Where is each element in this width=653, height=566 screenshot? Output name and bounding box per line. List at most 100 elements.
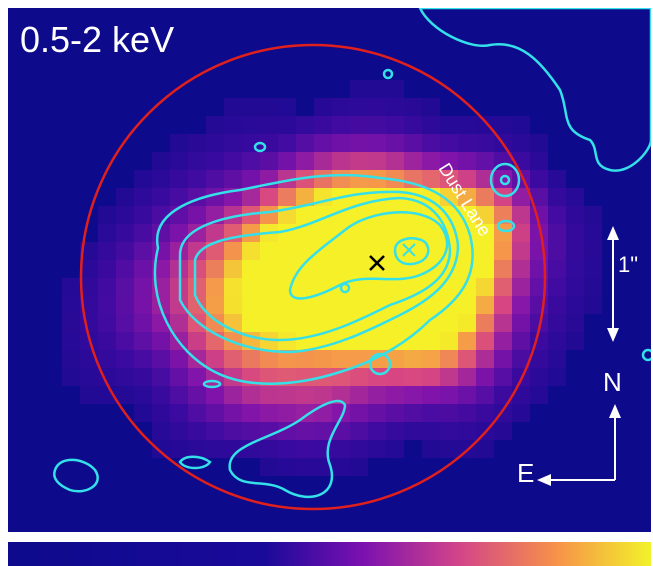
pixel — [296, 134, 314, 152]
pixel — [350, 458, 368, 476]
pixel — [386, 440, 404, 458]
pixel — [188, 404, 206, 422]
pixel — [422, 332, 440, 350]
pixel — [152, 332, 170, 350]
pixel — [332, 350, 350, 368]
pixel — [548, 296, 566, 314]
pixel — [368, 98, 386, 116]
pixel — [584, 224, 602, 242]
pixel — [134, 278, 152, 296]
pixel — [494, 296, 512, 314]
pixel — [98, 332, 116, 350]
pixel — [170, 422, 188, 440]
pixel — [152, 404, 170, 422]
pixel — [548, 206, 566, 224]
pixel — [296, 440, 314, 458]
pixel — [350, 260, 368, 278]
pixel — [206, 116, 224, 134]
pixel — [386, 134, 404, 152]
pixel — [242, 152, 260, 170]
pixel — [242, 386, 260, 404]
pixel — [350, 224, 368, 242]
pixel — [386, 98, 404, 116]
separator — [8, 536, 651, 539]
pixel — [98, 296, 116, 314]
pixel — [260, 188, 278, 206]
pixel — [170, 170, 188, 188]
pixel — [386, 386, 404, 404]
pixel — [422, 350, 440, 368]
pixel — [440, 422, 458, 440]
pixel — [224, 242, 242, 260]
pixel — [350, 296, 368, 314]
pixel — [440, 386, 458, 404]
pixel — [422, 422, 440, 440]
pixel — [494, 422, 512, 440]
pixel — [188, 152, 206, 170]
pixel — [314, 98, 332, 116]
pixel — [440, 278, 458, 296]
pixel — [404, 368, 422, 386]
pixel — [296, 206, 314, 224]
pixel — [368, 422, 386, 440]
pixel — [566, 242, 584, 260]
pixel — [170, 152, 188, 170]
pixel — [368, 134, 386, 152]
pixel — [458, 332, 476, 350]
pixel — [170, 404, 188, 422]
pixel — [494, 332, 512, 350]
pixel — [566, 296, 584, 314]
pixel — [278, 458, 296, 476]
pixel — [80, 386, 98, 404]
pixel — [332, 152, 350, 170]
pixel — [548, 242, 566, 260]
pixel — [386, 206, 404, 224]
pixel — [242, 242, 260, 260]
pixel — [566, 188, 584, 206]
pixel — [404, 152, 422, 170]
pixel — [206, 386, 224, 404]
pixel — [206, 278, 224, 296]
pixel — [278, 188, 296, 206]
pixel — [386, 278, 404, 296]
pixel — [224, 296, 242, 314]
pixel — [134, 296, 152, 314]
pixel — [224, 170, 242, 188]
pixel — [260, 386, 278, 404]
pixel — [242, 98, 260, 116]
pixel — [386, 80, 404, 98]
pixel — [242, 350, 260, 368]
pixel — [296, 116, 314, 134]
pixel — [350, 422, 368, 440]
pixel — [62, 368, 80, 386]
pixel — [350, 152, 368, 170]
pixel — [116, 260, 134, 278]
pixel — [134, 242, 152, 260]
pixel — [494, 116, 512, 134]
pixel — [134, 260, 152, 278]
pixel — [260, 98, 278, 116]
pixel — [350, 242, 368, 260]
pixel — [458, 116, 476, 134]
pixel — [152, 188, 170, 206]
pixel — [260, 440, 278, 458]
pixel — [278, 98, 296, 116]
pixel — [386, 404, 404, 422]
pixel — [548, 368, 566, 386]
pixel — [116, 206, 134, 224]
pixel — [350, 368, 368, 386]
pixel — [476, 440, 494, 458]
pixel — [98, 242, 116, 260]
pixel — [476, 134, 494, 152]
pixel — [242, 422, 260, 440]
pixel — [152, 152, 170, 170]
pixel — [278, 260, 296, 278]
pixel — [440, 314, 458, 332]
pixel — [134, 224, 152, 242]
pixel — [548, 350, 566, 368]
pixel — [80, 314, 98, 332]
pixel — [422, 314, 440, 332]
pixel — [548, 224, 566, 242]
pixel — [80, 368, 98, 386]
pixel — [98, 350, 116, 368]
